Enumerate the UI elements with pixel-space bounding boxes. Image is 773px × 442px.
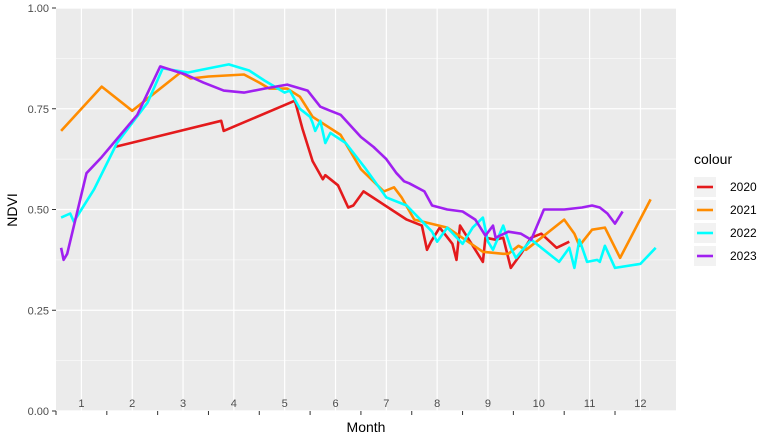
month-label: 5 — [282, 398, 288, 410]
legend: colour 2020 2021 2022 2023 — [694, 151, 757, 266]
month-label: 9 — [485, 398, 491, 410]
x-axis — [55, 411, 616, 415]
month-label: 7 — [383, 398, 389, 410]
month-label: 3 — [180, 398, 186, 410]
grid-minor — [56, 58, 676, 361]
month-label: 10 — [533, 398, 545, 410]
month-label: 11 — [584, 398, 595, 410]
y-tick-label: 0.50 — [28, 205, 49, 217]
month-labels: 1 2 3 4 5 6 7 8 9 10 11 12 — [78, 398, 646, 410]
legend-title: colour — [694, 151, 732, 167]
y-tick-label: 0.00 — [28, 406, 49, 418]
series-line-2020 — [114, 99, 570, 270]
month-label: 12 — [634, 398, 646, 410]
series-line-2023 — [59, 65, 624, 262]
legend-label-2021: 2021 — [730, 203, 757, 217]
legend-label-2020: 2020 — [730, 180, 757, 194]
y-axis-title: NDVI — [4, 193, 20, 226]
series-line-2022 — [60, 63, 657, 270]
series-layer — [59, 63, 657, 270]
legend-label-2023: 2023 — [730, 249, 757, 263]
month-label: 4 — [231, 398, 237, 410]
month-label: 2 — [129, 398, 135, 410]
y-axis: 0.00 0.25 0.50 0.75 1.00 — [28, 3, 56, 418]
legend-label-2022: 2022 — [730, 226, 757, 240]
month-label: 1 — [78, 398, 84, 410]
y-tick-label: 0.75 — [28, 104, 49, 116]
month-label: 8 — [434, 398, 440, 410]
series-line-2021 — [60, 71, 652, 260]
y-tick-label: 0.25 — [28, 305, 49, 317]
x-axis-title: Month — [347, 419, 386, 435]
month-label: 6 — [332, 398, 338, 410]
y-tick-label: 1.00 — [28, 3, 49, 15]
